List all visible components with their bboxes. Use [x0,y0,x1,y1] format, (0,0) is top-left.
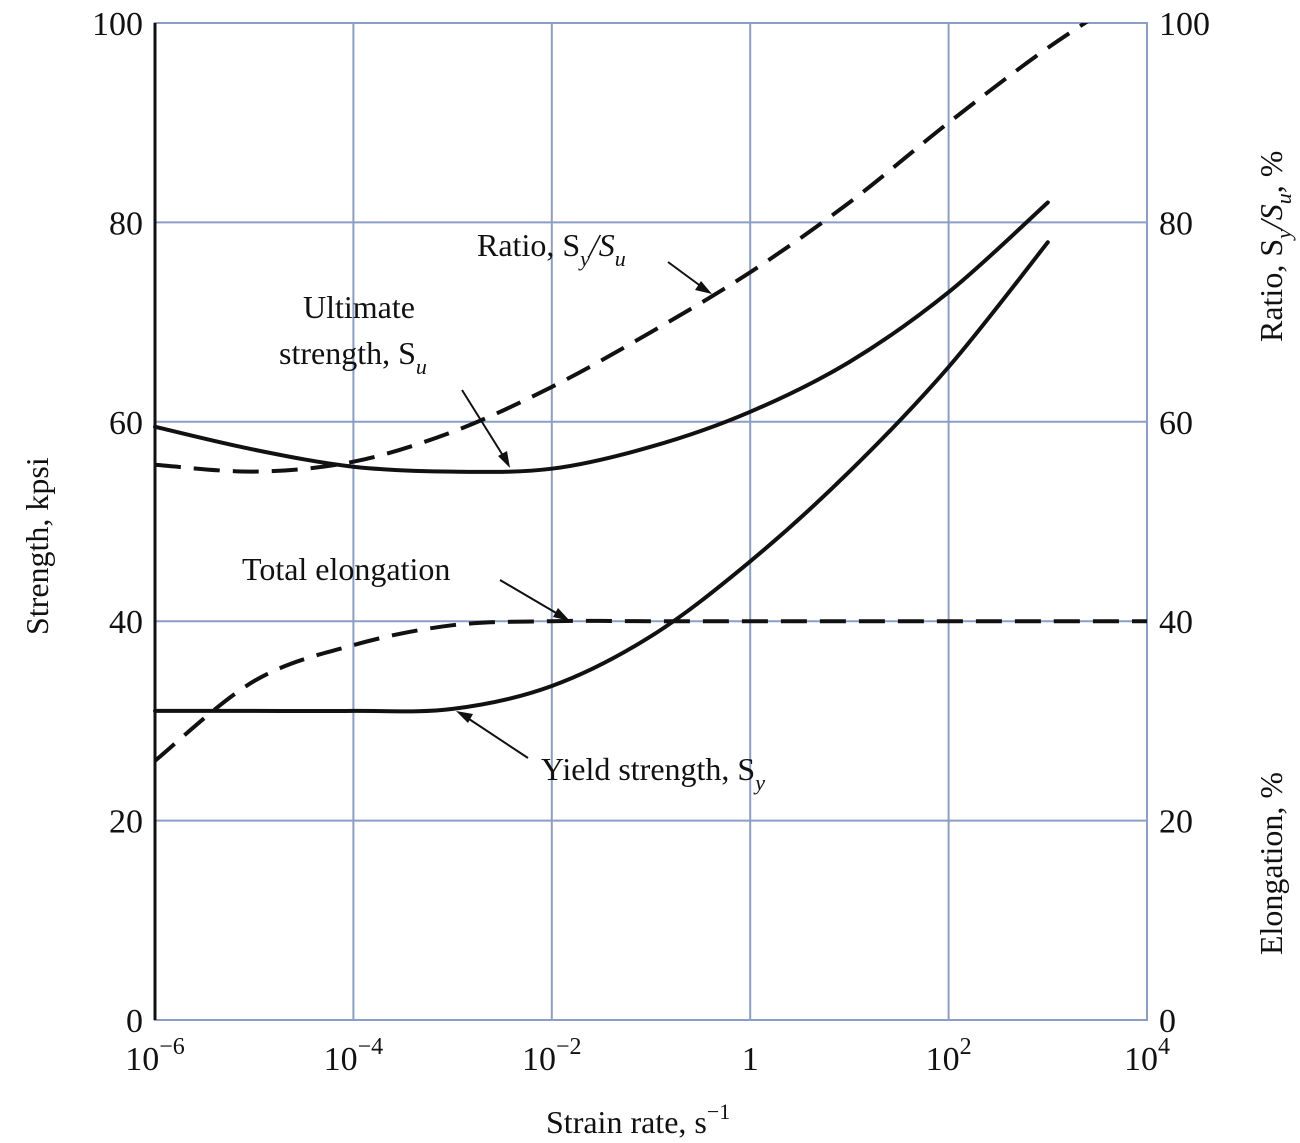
tick-labels: 0 20 40 60 80 100 0 20 40 60 80 100 10−6 10−4 10−2 1 102… [92,6,1210,1078]
x-tick-label: 1 [742,1041,759,1078]
annotation-yield-arrowhead [456,711,473,723]
annotation-elongation-arrowhead [553,608,570,621]
y-tick-label-right: 0 [1159,1003,1176,1040]
y-tick-label-left: 100 [92,6,143,43]
y-tick-label-left: 20 [109,804,143,841]
x-tick-label: 10−6 [125,1034,185,1078]
y-tick-label-right: 80 [1159,205,1193,242]
annotation-ultimate-arrowhead [498,451,510,468]
annotation-ultimate-line2: strength, Su [279,335,427,379]
annotation-yield: Yield strength, Sy [541,751,765,795]
y-tick-label-right: 40 [1159,604,1193,641]
y-tick-label-left: 0 [126,1003,143,1040]
annotation-ratio-arrowhead [695,281,712,294]
x-tick-label: 104 [1124,1034,1170,1078]
y-tick-label-right: 60 [1159,405,1193,442]
y-tick-label-right: 100 [1159,6,1210,43]
y-tick-label-left: 40 [109,604,143,641]
y-axis-label-right-ratio: Ratio, Sy/Su, % [1253,151,1296,342]
annotation-ratio: Ratio, Sy/Su [477,227,626,271]
x-tick-label: 10−2 [522,1034,582,1078]
y-axis-label-left: Strength, kpsi [19,457,55,635]
grid [154,22,1148,1021]
x-tick-label: 102 [926,1034,972,1078]
series-line-yield [153,240,1050,714]
y-tick-label-left: 80 [109,205,143,242]
y-tick-label-right: 20 [1159,804,1193,841]
x-axis-label: Strain rate, s−1 [546,1099,730,1140]
x-tick-label: 10−4 [324,1034,384,1078]
annotation-elongation-arrow [499,579,564,618]
series-line-ultimate [153,200,1050,474]
series-line-elongation [153,618,1147,763]
annotation-elongation: Total elongation [242,551,450,587]
series-layer [153,23,1147,763]
y-tick-label-left: 60 [109,405,143,442]
y-axis-label-right-elongation: Elongation, % [1253,772,1289,955]
annotation-ultimate-line1: Ultimate [303,289,415,325]
plot-frame [154,22,1148,1021]
annotation-yield-arrow [462,714,529,759]
annotation-ultimate-arrow [461,389,508,463]
series-line-ratio [154,23,1089,474]
